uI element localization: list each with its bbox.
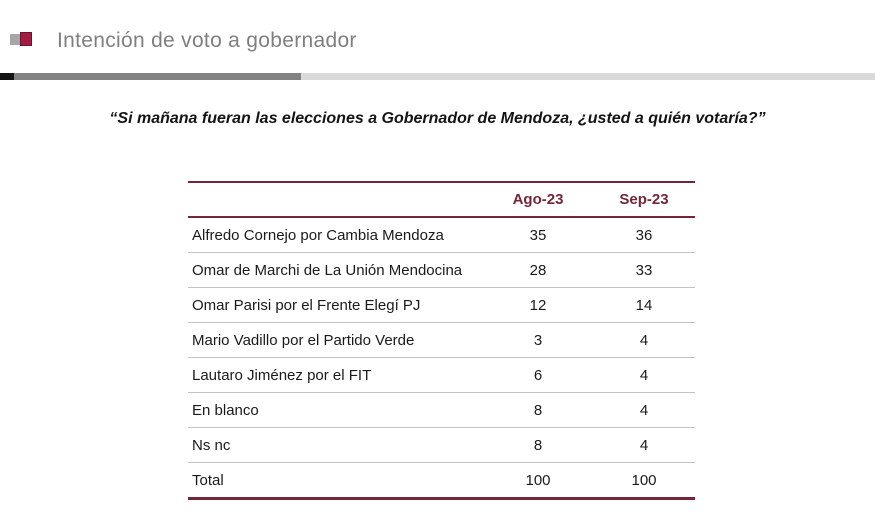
sep23-value: 14: [593, 287, 695, 323]
ago23-value: 3: [483, 322, 593, 358]
table-row: Omar Parisi por el Frente Elegí PJ 12 14: [188, 287, 695, 323]
sep23-value: 4: [593, 392, 695, 428]
header-divider: [0, 73, 875, 80]
page-title: Intención de voto a gobernador: [57, 29, 357, 52]
ago23-total-value: 100: [483, 462, 593, 500]
table-row: Alfredo Cornejo por Cambia Mendoza 35 36: [188, 217, 695, 253]
column-header-empty: [188, 182, 483, 218]
ago23-value: 28: [483, 252, 593, 288]
ago23-value: 35: [483, 217, 593, 253]
candidate-label: Mario Vadillo por el Partido Verde: [188, 322, 483, 358]
sep23-value: 4: [593, 357, 695, 393]
ago23-value: 8: [483, 392, 593, 428]
table-row-total: Total 100 100: [188, 462, 695, 500]
table-header-row: Ago-23 Sep-23: [188, 182, 695, 218]
ago23-value: 8: [483, 427, 593, 463]
sep23-value: 36: [593, 217, 695, 253]
candidate-label: Omar Parisi por el Frente Elegí PJ: [188, 287, 483, 323]
candidate-label: Omar de Marchi de La Unión Mendocina: [188, 252, 483, 288]
candidate-label: En blanco: [188, 392, 483, 428]
candidate-label: Lautaro Jiménez por el FIT: [188, 357, 483, 393]
divider-segment-gray: [14, 73, 301, 80]
table-row: En blanco 8 4: [188, 392, 695, 428]
candidate-label: Ns nc: [188, 427, 483, 463]
sep23-value: 4: [593, 322, 695, 358]
sep23-value: 33: [593, 252, 695, 288]
survey-question: “Si mañana fueran las elecciones a Gober…: [109, 110, 766, 127]
table-row: Ns nc 8 4: [188, 427, 695, 463]
table-row: Lautaro Jiménez por el FIT 6 4: [188, 357, 695, 393]
sep23-total-value: 100: [593, 462, 695, 500]
table-row: Mario Vadillo por el Partido Verde 3 4: [188, 322, 695, 358]
candidate-label: Alfredo Cornejo por Cambia Mendoza: [188, 217, 483, 253]
table-row: Omar de Marchi de La Unión Mendocina 28 …: [188, 252, 695, 288]
results-table: Ago-23 Sep-23 Alfredo Cornejo por Cambia…: [188, 181, 695, 500]
column-header-sep23: Sep-23: [593, 182, 695, 218]
divider-segment-light: [301, 73, 875, 80]
ago23-value: 12: [483, 287, 593, 323]
column-header-ago23: Ago-23: [483, 182, 593, 218]
total-label: Total: [188, 462, 483, 500]
gray-square-icon: [10, 34, 20, 45]
red-square-icon: [20, 32, 32, 46]
divider-segment-black: [0, 73, 14, 80]
ago23-value: 6: [483, 357, 593, 393]
bullet-squares-icon: [10, 32, 34, 48]
sep23-value: 4: [593, 427, 695, 463]
